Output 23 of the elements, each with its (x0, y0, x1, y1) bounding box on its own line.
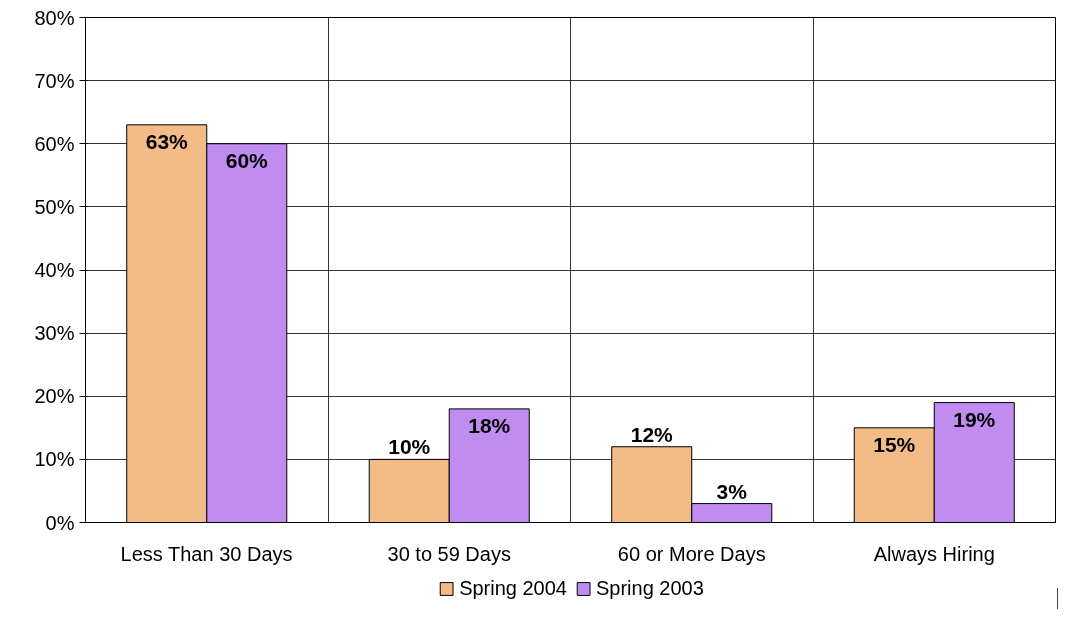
x-tick-label: 60 or More Days (617, 542, 766, 565)
text: 12% (630, 422, 673, 446)
x-tick-label: 30 to 59 Days (387, 542, 511, 565)
text: 10% (388, 435, 431, 459)
y-tick-label: 70% (34, 69, 75, 92)
text: 63% (145, 129, 188, 153)
y-tick-label: 0% (45, 511, 75, 534)
x-tick-label: Always Hiring (873, 542, 995, 565)
text: 3% (716, 479, 747, 503)
text: 18% (468, 413, 511, 437)
y-tick-label: 10% (34, 448, 75, 471)
y-tick-label: 20% (34, 385, 75, 408)
y-tick-label: 50% (34, 195, 75, 218)
y-tick-label: 80% (34, 6, 75, 29)
y-tick-label: 30% (34, 322, 75, 345)
text: 19% (953, 407, 996, 431)
x-tick-label: Less Than 30 Days (120, 542, 293, 565)
y-tick-label: 40% (34, 259, 75, 281)
y-tick-label: 60% (34, 132, 75, 155)
text: 15% (873, 432, 916, 456)
legend-label: Spring 2004 (459, 576, 567, 600)
text: 60% (225, 148, 268, 172)
legend-label: Spring 2003 (596, 576, 704, 600)
